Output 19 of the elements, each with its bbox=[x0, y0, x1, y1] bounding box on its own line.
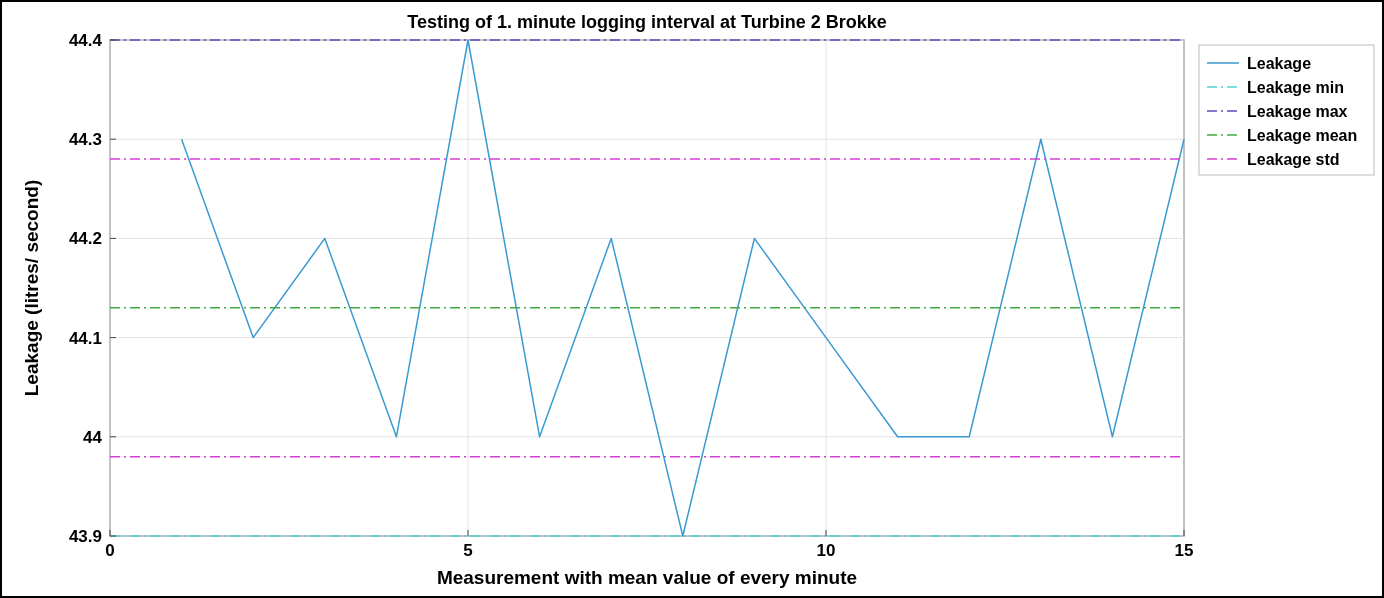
x-tick-label: 5 bbox=[463, 541, 473, 560]
x-tick-label: 15 bbox=[1174, 541, 1194, 560]
y-axis-title: Leakage (litres/ second) bbox=[21, 179, 42, 397]
y-tick-label: 44.2 bbox=[68, 229, 102, 249]
x-axis-title: Measurement with mean value of every minute bbox=[436, 567, 858, 588]
legend-label: Leakage min bbox=[1247, 79, 1344, 96]
y-tick-label: 44.4 bbox=[68, 31, 103, 50]
legend-label: Leakage bbox=[1247, 55, 1312, 72]
line-series bbox=[180, 39, 1185, 537]
y-tick-label: 43.9 bbox=[68, 527, 102, 546]
x-tick-label: 10 bbox=[816, 541, 836, 560]
x-tick-label: 0 bbox=[105, 541, 115, 560]
y-tick-label: 44.1 bbox=[68, 328, 102, 348]
y-tick-label: 44 bbox=[83, 427, 103, 447]
y-tick-label: 44.3 bbox=[68, 130, 102, 150]
legend-label: Leakage std bbox=[1247, 151, 1340, 168]
legend-label: Leakage max bbox=[1247, 103, 1348, 120]
legend-label: Leakage mean bbox=[1247, 127, 1358, 144]
chart-title: Testing of 1. minute logging interval at Turbine 2 Brokke bbox=[407, 12, 887, 32]
